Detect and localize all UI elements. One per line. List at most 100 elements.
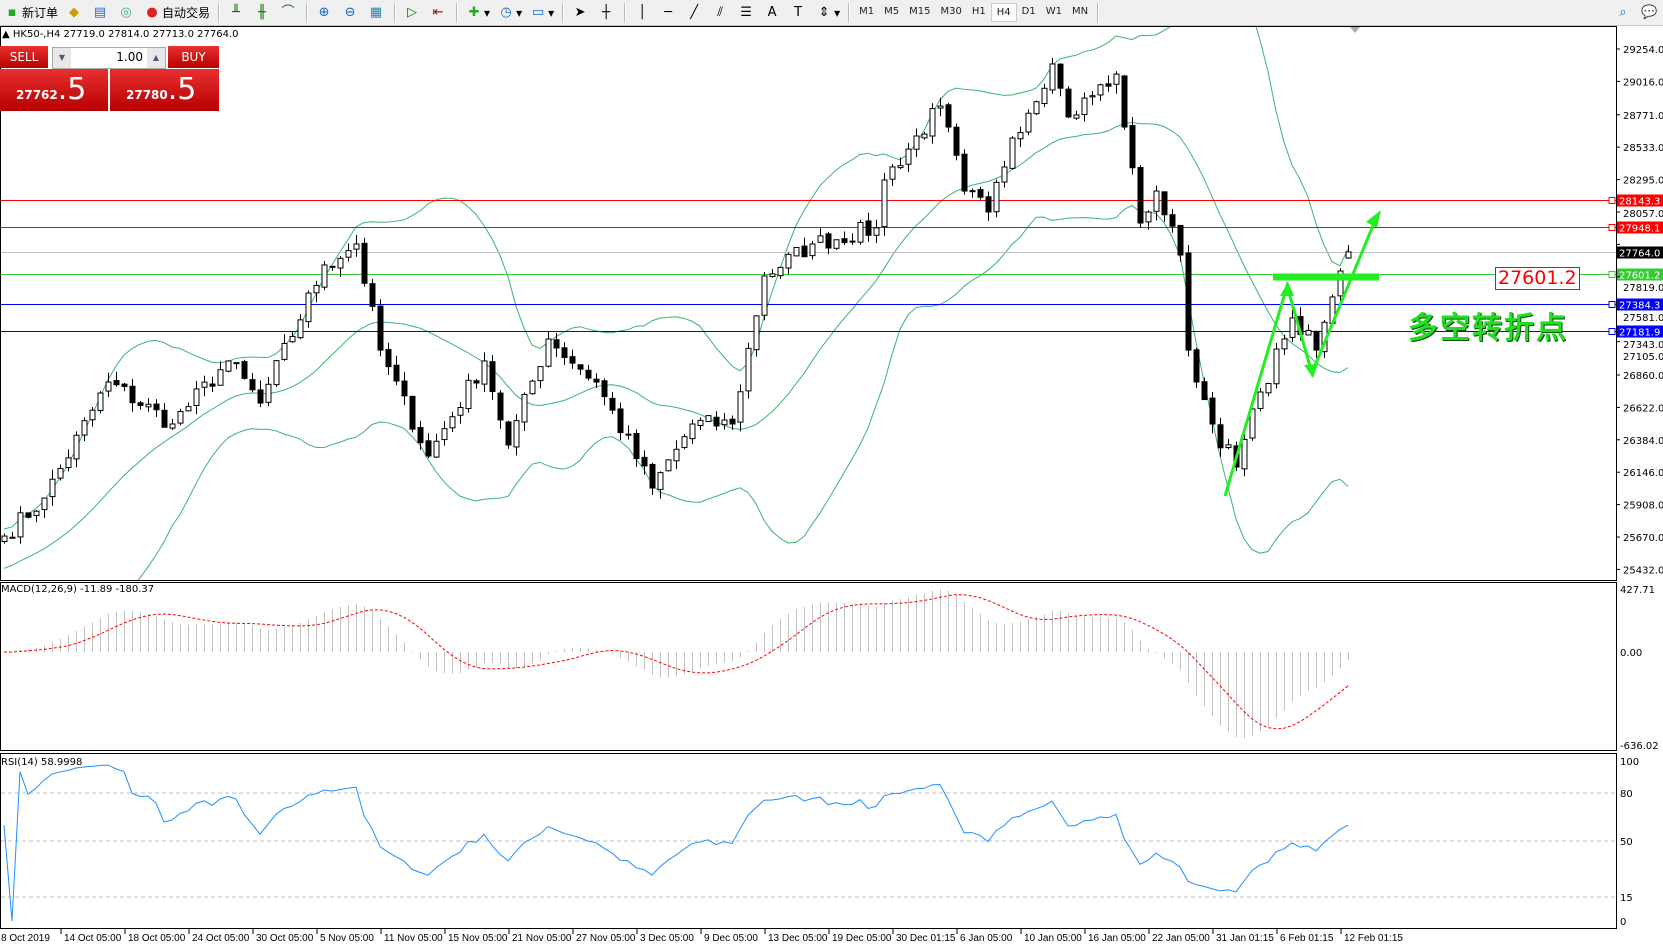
auto-scroll-button[interactable]: ▷ <box>400 2 426 24</box>
sell-price-button[interactable]: 27762.5 <box>0 69 108 111</box>
timeframe-m30[interactable]: M30 <box>940 6 962 17</box>
arrows-button[interactable]: ⇕ ▾ <box>812 2 844 24</box>
candle-body <box>937 105 944 109</box>
auto-trading-button[interactable]: ● 自动交易 <box>140 2 214 24</box>
candle-body <box>257 389 264 404</box>
zoom-in-button[interactable]: ⊕ <box>312 2 338 24</box>
candle-body <box>241 361 248 379</box>
rsi-axis-label: 100 <box>1620 757 1639 768</box>
terminal-button[interactable]: ▤ <box>88 2 114 24</box>
price-tick-label: 25670.0 <box>1623 533 1663 544</box>
time-axis-label: 19 Dec 05:00 <box>832 933 892 944</box>
cursor-button[interactable]: ➤ <box>568 2 594 24</box>
timeframe-m1[interactable]: M1 <box>859 6 875 17</box>
fibonacci-button[interactable]: ☰ <box>734 2 760 24</box>
turning-point-annotation[interactable]: 多空转折点 <box>1408 311 1568 346</box>
candle-body <box>801 245 808 258</box>
new-order-icon: ▪ <box>7 4 17 20</box>
rsi-axis-label: 50 <box>1620 837 1633 848</box>
price-tick-label: 29254.0 <box>1623 45 1663 56</box>
candle-body <box>553 339 560 349</box>
line-handle <box>1608 224 1616 231</box>
candle-body <box>225 360 232 372</box>
level-annotation-label[interactable]: 27601.2 <box>1495 267 1580 290</box>
candle-body <box>329 265 336 268</box>
bollinger-lower-band <box>137 204 1349 580</box>
time-axis-label: 9 Dec 05:00 <box>704 933 758 944</box>
lot-increase-button[interactable]: ▲ <box>147 48 165 68</box>
buy-button[interactable]: BUY <box>168 46 219 68</box>
candle-body <box>441 428 448 441</box>
zoom-out-button[interactable]: ⊖ <box>338 2 364 24</box>
candle-body <box>1081 97 1088 115</box>
lot-value[interactable]: 1.00 <box>116 50 143 64</box>
candle-body <box>249 379 256 391</box>
candle-body <box>665 459 672 472</box>
lot-decrease-button[interactable]: ▼ <box>53 48 71 68</box>
candle-body <box>129 385 136 404</box>
line-chart-button[interactable]: ⌒ <box>276 2 302 24</box>
timeframe-mn[interactable]: MN <box>1071 6 1089 17</box>
bar-chart-button[interactable]: ╨ <box>224 2 250 24</box>
lot-size-input[interactable]: ▼ 1.00 ▲ <box>52 47 166 69</box>
price-tick-label: 28057.0 <box>1623 209 1663 220</box>
price-tick-label: 25432.0 <box>1623 565 1663 576</box>
candle-body <box>1113 73 1120 85</box>
collapse-triangle-icon[interactable]: ▲ <box>2 29 10 40</box>
candlestick-button[interactable]: ╫ <box>250 2 276 24</box>
periods-button[interactable]: ◷ ▾ <box>494 2 526 24</box>
timeframe-m5[interactable]: M5 <box>884 6 900 17</box>
candle-body <box>417 427 424 444</box>
candle-body <box>873 227 880 236</box>
candle-body <box>521 394 528 423</box>
timeframe-bar: M1 M5 M15 M30 H1 H4 D1 W1 MN <box>854 3 1093 22</box>
sell-button[interactable]: SELL <box>0 46 48 68</box>
channel-button[interactable]: ⫽ <box>708 2 734 24</box>
candle-body <box>73 434 80 460</box>
indicators-button[interactable]: ✚ ▾ <box>462 2 494 24</box>
crosshair-button[interactable]: ┼ <box>594 2 620 24</box>
price-tick-label: 26384.0 <box>1623 436 1663 447</box>
timeframe-m15[interactable]: M15 <box>909 6 931 17</box>
time-axis-label: 31 Jan 01:15 <box>1216 933 1274 944</box>
text-label-icon: T <box>794 4 803 20</box>
vertical-line-icon: │ <box>638 4 647 20</box>
candle-body <box>1025 112 1032 133</box>
candle-body <box>161 409 168 428</box>
signals-button[interactable]: ◎ <box>114 2 140 24</box>
line-handle <box>1608 301 1616 308</box>
templates-button[interactable]: ▭ ▾ <box>531 4 555 20</box>
timeframe-w1[interactable]: W1 <box>1045 6 1062 17</box>
candle-body <box>609 397 616 411</box>
buy-price-button[interactable]: 27780.5 <box>110 69 219 111</box>
price-level-tag <box>1617 246 1663 259</box>
trendline-button[interactable]: ╱ <box>682 2 708 24</box>
candle-body <box>41 497 48 511</box>
horizontal-line-button[interactable]: ─ <box>656 2 682 24</box>
tile-windows-button[interactable]: ▦ <box>364 2 390 24</box>
line-handle <box>1608 328 1616 335</box>
sell-price: 27762 <box>16 88 58 102</box>
chart-shift-button[interactable]: ⇤ <box>426 2 452 24</box>
candle-body <box>337 257 344 269</box>
candle-body <box>49 478 56 498</box>
candle-body <box>9 536 16 539</box>
candle-body <box>65 457 72 469</box>
vertical-line-button[interactable]: │ <box>630 2 656 24</box>
candle-body <box>737 391 744 423</box>
search-button[interactable]: ⌕ <box>1611 2 1637 24</box>
price-tick-label: 27343.0 <box>1623 340 1663 351</box>
candle-body <box>313 284 320 294</box>
candle-body <box>585 369 592 379</box>
text-label-button[interactable]: T <box>786 2 812 24</box>
text-button[interactable]: A <box>760 2 786 24</box>
timeframe-h1[interactable]: H1 <box>971 6 986 17</box>
candle-body <box>681 436 688 448</box>
chat-button[interactable]: 💬 <box>1637 2 1663 24</box>
new-order-button[interactable]: ▪ 新订单 <box>0 2 62 24</box>
candle-body <box>25 512 32 518</box>
timeframe-d1[interactable]: D1 <box>1021 6 1036 17</box>
metaeditor-button[interactable]: ◆ <box>62 2 88 24</box>
timeframe-h4[interactable]: H4 <box>990 3 1017 22</box>
